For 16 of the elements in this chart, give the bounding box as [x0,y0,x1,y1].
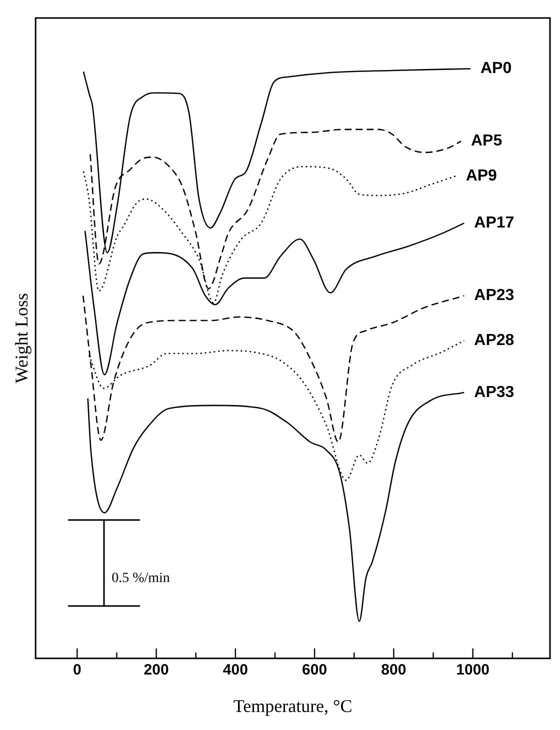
series-label: AP23 [474,287,514,304]
series-label: AP28 [474,332,514,349]
annotation: 0.5 %/min [112,571,170,586]
x-tick-label: 0 [72,662,82,679]
series-label: AP9 [466,167,498,184]
series-label: AP5 [470,132,502,150]
x-tick-label: 1000 [456,662,490,679]
x-tick-label: 600 [302,662,328,679]
series-label: AP33 [474,384,514,401]
x-tick-label: 400 [222,662,248,679]
y-axis-title: Weight Loss [12,293,32,384]
x-tick-label: 200 [144,662,169,679]
series-label: AP17 [474,214,514,232]
series-label: AP0 [480,60,512,78]
x-tick-label: 800 [381,662,406,679]
x-axis-title: Temperature, °C [233,696,352,716]
